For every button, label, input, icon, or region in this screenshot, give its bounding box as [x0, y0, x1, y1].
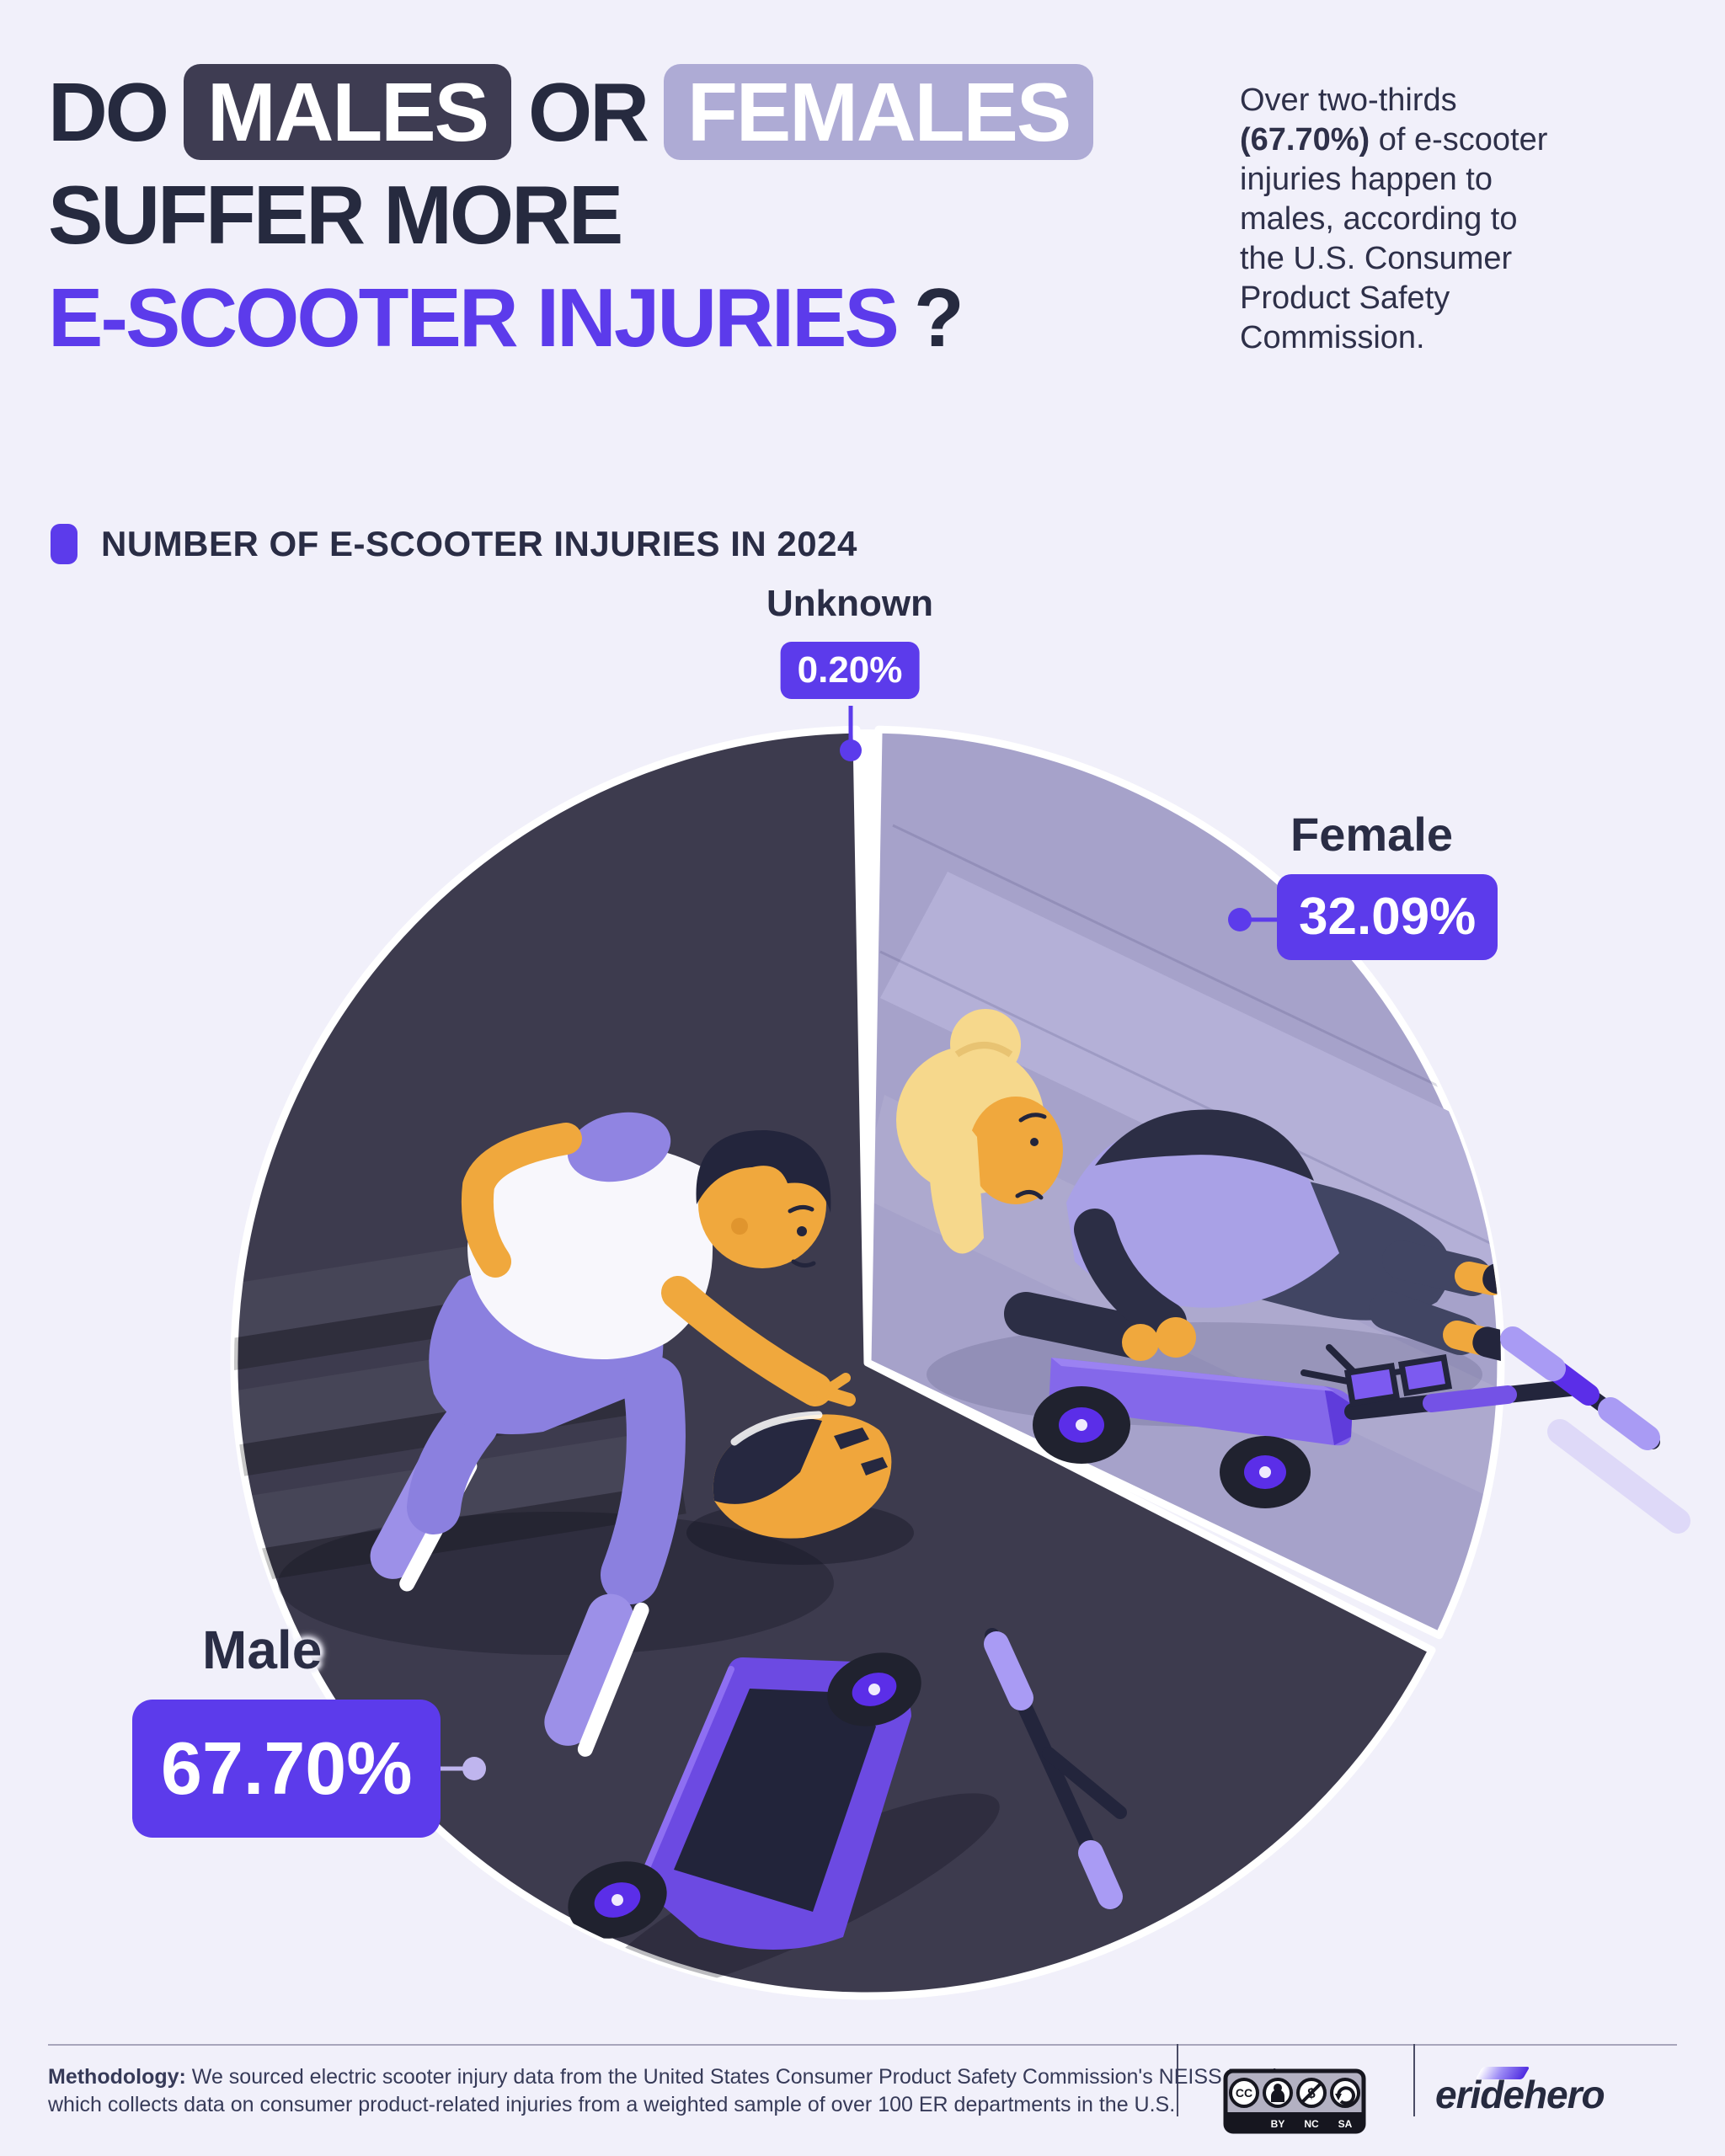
title-word-or: OR [528, 66, 649, 158]
cc-icon: CC [1229, 2078, 1259, 2108]
legend-label: NUMBER OF E-SCOOTER INJURIES IN 2024 [101, 524, 857, 563]
intro-line: (67.70%) of e-scooter [1240, 122, 1548, 157]
title-question-mark: ? [913, 271, 964, 364]
intro-paragraph: Over two-thirds (67.70%) of e-scooter in… [1240, 81, 1695, 358]
methodology-line: Methodology: We sourced electric scooter… [48, 2065, 1324, 2089]
callout-male-label: Male [202, 1620, 323, 1680]
title-badge-females: FEMALES [664, 64, 1094, 160]
callout-unknown-value: 0.20% [780, 642, 920, 699]
woman-face [969, 1097, 1063, 1204]
callout-female-label: Female [1290, 808, 1453, 861]
female-connector [1228, 908, 1278, 931]
fallen-man-illustration [370, 1112, 856, 1757]
title-word-do: DO [48, 66, 169, 158]
intro-line: Over two-thirds [1240, 83, 1457, 118]
methodology-note: Methodology: We sourced electric scooter… [48, 2063, 1324, 2119]
pie-slice-male [230, 725, 1436, 2000]
sa-label: SA [1338, 2118, 1353, 2130]
nc-icon: $ [1296, 2078, 1327, 2108]
male-connector [440, 1757, 486, 1780]
man-right-sneaker [544, 1593, 649, 1757]
title-badge-males: MALES [184, 64, 511, 160]
nc-label: NC [1304, 2118, 1319, 2130]
man-scooter-illustration [568, 1628, 1127, 1950]
title-line-3: E-SCOOTER INJURIES? [48, 266, 1093, 369]
cc-license-badge: CC $ BY NC SA [1223, 2068, 1366, 2134]
legend-swatch-icon [51, 524, 77, 564]
callout-unknown-label: Unknown [766, 583, 933, 624]
pie-slice-unknown [856, 729, 879, 1363]
woman-scooter-illustration [1033, 1326, 1690, 1534]
intro-line: Product Safety [1240, 280, 1450, 316]
footer-vertical-divider-1 [1177, 2044, 1178, 2116]
intro-line: the U.S. Consumer [1240, 241, 1513, 276]
footer-vertical-divider-2 [1413, 2044, 1415, 2116]
intro-line: Commission. [1240, 320, 1425, 355]
footer-divider [48, 2044, 1677, 2046]
helmet-illustration [686, 1411, 914, 1565]
callout-female-value: 32.09% [1277, 874, 1498, 960]
title-line-1: DO MALES OR FEMALES [48, 61, 1094, 163]
brand-logo: eridehero [1435, 2073, 1605, 2116]
callout-male-value: 67.70% [132, 1700, 441, 1838]
unknown-connector [840, 706, 862, 761]
page-title: DO MALES OR FEMALES SUFFER MORE E-SCOOTE… [48, 61, 1094, 369]
intro-line: males, according to [1240, 201, 1518, 237]
by-icon [1263, 2078, 1293, 2108]
methodology-label: Methodology: [48, 2065, 186, 2089]
by-label: BY [1271, 2118, 1285, 2130]
intro-stat-bold: (67.70%) [1240, 122, 1370, 157]
svg-text:CC: CC [1236, 2086, 1252, 2100]
title-line-2: SUFFER MORE [48, 168, 623, 261]
chart-legend: NUMBER OF E-SCOOTER INJURIES IN 2024 [51, 524, 857, 564]
methodology-line: which collects data on consumer product-… [48, 2093, 1176, 2116]
sa-icon [1330, 2078, 1360, 2108]
intro-line: injuries happen to [1240, 162, 1493, 197]
glasses-icon [1300, 1344, 1453, 1406]
